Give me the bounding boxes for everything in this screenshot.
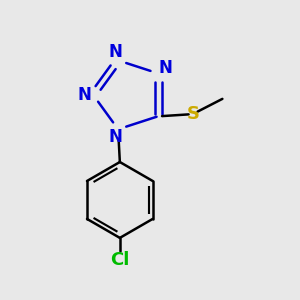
Text: N: N <box>109 43 122 61</box>
Text: N: N <box>159 59 172 77</box>
Text: N: N <box>77 86 92 104</box>
Text: N: N <box>109 128 122 146</box>
Text: S: S <box>187 105 200 123</box>
Text: Cl: Cl <box>110 250 130 268</box>
